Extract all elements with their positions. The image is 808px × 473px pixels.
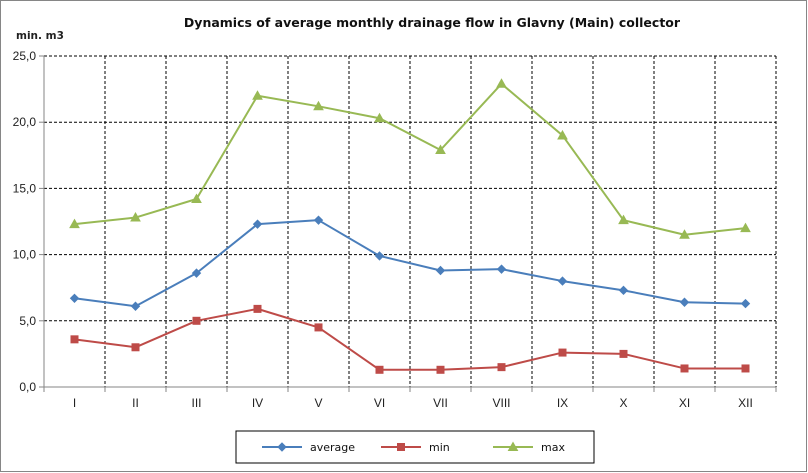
data-point-min — [314, 323, 323, 332]
data-point-max — [496, 78, 507, 88]
data-point-max — [435, 144, 446, 155]
data-point-average — [679, 297, 690, 307]
legend-marker-max — [507, 441, 519, 451]
x-tick-label: III — [191, 396, 201, 410]
data-point-max — [191, 193, 202, 203]
data-point-average — [252, 219, 263, 229]
data-point-max — [130, 212, 141, 222]
x-tick-label: II — [132, 396, 139, 410]
y-tick-label: 15,0 — [13, 181, 37, 195]
data-point-min — [558, 348, 567, 357]
x-tick-label: VI — [374, 396, 385, 410]
data-point-max — [557, 129, 568, 140]
data-point-average — [496, 264, 507, 274]
data-point-min — [436, 365, 445, 374]
x-tick-label: IX — [557, 396, 568, 410]
data-point-max — [679, 229, 690, 239]
data-point-average — [557, 276, 568, 286]
y-tick-label: 10,0 — [13, 248, 37, 262]
y-tick-label: 20,0 — [13, 115, 37, 129]
data-point-average — [313, 215, 324, 225]
data-point-average — [618, 285, 629, 296]
x-tick-label: XI — [679, 396, 690, 410]
data-point-max — [740, 222, 751, 233]
x-tick-label: I — [73, 396, 76, 410]
y-tick-label: 5,0 — [19, 314, 36, 328]
y-axis-unit-label: min. m3 — [16, 30, 64, 42]
series-min — [70, 304, 750, 374]
data-point-max — [252, 90, 263, 100]
legend-marker-average — [277, 442, 287, 452]
data-point-max — [374, 112, 385, 123]
legend-label-average: average — [310, 441, 355, 454]
y-tick-label: 0,0 — [19, 380, 36, 394]
data-point-min — [741, 364, 750, 373]
data-point-average — [130, 301, 141, 311]
series-line-average — [74, 219, 746, 308]
data-point-min — [375, 365, 384, 374]
data-point-average — [435, 265, 446, 276]
y-tick-label: 25,0 — [13, 49, 37, 63]
data-point-average — [374, 251, 385, 261]
x-tick-label: IV — [252, 396, 263, 410]
data-point-min — [131, 343, 140, 352]
x-tick-label: VIII — [492, 396, 510, 410]
chart-title: Dynamics of average monthly drainage flo… — [184, 15, 681, 30]
data-point-average — [740, 298, 751, 309]
data-point-min — [253, 304, 262, 313]
x-tick-label: VII — [433, 396, 448, 410]
data-point-min — [192, 316, 201, 325]
data-point-min — [680, 364, 689, 373]
data-point-max — [618, 214, 629, 225]
data-point-average — [69, 293, 80, 303]
x-tick-label: V — [314, 396, 322, 410]
series-line-min — [74, 307, 746, 371]
data-point-min — [70, 335, 79, 344]
series-line-max — [74, 82, 746, 236]
x-tick-label: X — [619, 396, 627, 410]
data-point-max — [69, 218, 80, 229]
data-point-average — [191, 268, 202, 278]
legend-marker-min — [397, 443, 405, 451]
legend-label-max: max — [541, 441, 565, 454]
x-tick-label: XII — [738, 396, 753, 410]
plot-area: 0,05,010,015,020,025,0I II III IV V VI VII VIII… — [13, 49, 777, 410]
data-point-max — [313, 100, 324, 111]
series-average — [69, 215, 751, 311]
legend: average min max — [235, 430, 595, 464]
data-point-min — [619, 349, 628, 358]
series-max — [69, 78, 751, 239]
legend-label-min: min — [429, 441, 450, 454]
data-point-min — [497, 363, 506, 372]
